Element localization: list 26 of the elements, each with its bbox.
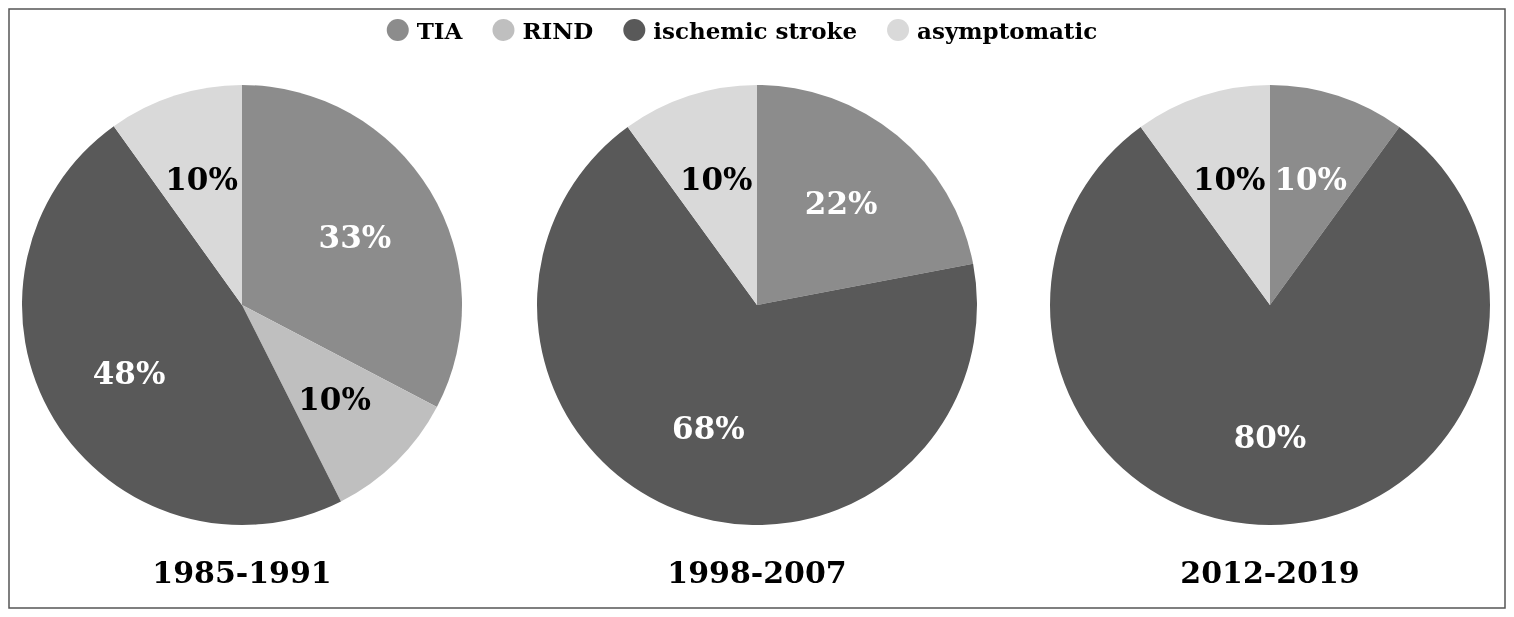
text: 1998-2007 [667, 555, 847, 590]
data-label: 80% [1233, 419, 1307, 455]
pie-slice [1140, 85, 1270, 305]
data-label: 10% [165, 161, 238, 198]
data-label: 10% [679, 161, 753, 198]
legend-label: RIND [522, 16, 594, 44]
data-label: 22% [804, 185, 878, 222]
pie-slice [113, 85, 242, 305]
data-label: 10% [1274, 161, 1348, 198]
pie-slice [242, 85, 462, 408]
data-label: 48% [92, 355, 166, 392]
pie-slice [757, 85, 974, 305]
pie-slice [1270, 85, 1400, 305]
pie-slice [627, 85, 757, 305]
data-label: 10% [298, 381, 371, 418]
data-label: 10% [1192, 161, 1266, 198]
text: 1985-1991 [152, 555, 332, 590]
pie-slice [537, 127, 977, 525]
legend-label: asymptomatic [917, 16, 1098, 44]
text: 2012-2019 [1180, 555, 1360, 590]
legend-label: TIA [416, 16, 464, 44]
legend-label: ischemic stroke [653, 16, 858, 44]
data-label: 68% [672, 409, 745, 446]
data-label: 33% [318, 218, 392, 255]
pie-slice [1050, 127, 1490, 525]
pie-slice [242, 305, 437, 502]
